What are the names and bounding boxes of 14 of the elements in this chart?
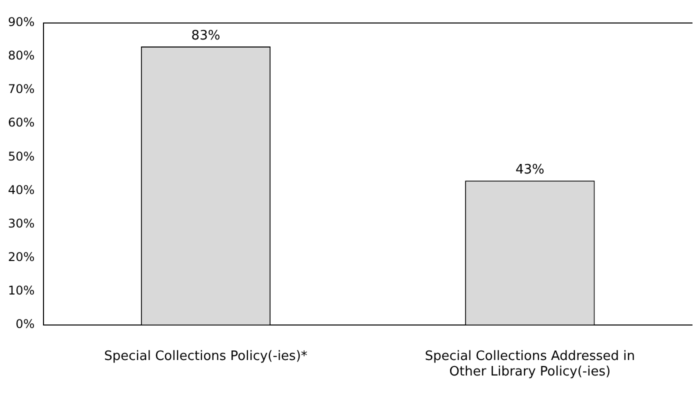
x-tick-label: Special Collections Addressed in Other Library Policy(-ies) bbox=[424, 348, 636, 380]
y-tick-label: 40% bbox=[8, 182, 35, 197]
y-tick-label: 20% bbox=[8, 250, 35, 264]
y-tick-label: 90% bbox=[8, 15, 35, 30]
x-tick-label: Special Collections Policy(-ies)* bbox=[104, 348, 308, 364]
data-label: 43% bbox=[515, 162, 544, 178]
y-tick-label: 0% bbox=[16, 316, 35, 331]
y-tick-label: 30% bbox=[8, 216, 35, 230]
y-tick-label: 80% bbox=[8, 48, 35, 63]
y-tick-label: 50% bbox=[8, 149, 35, 164]
data-label: 83% bbox=[191, 28, 220, 44]
y-tick-label: 60% bbox=[8, 116, 35, 130]
y-tick-label: 70% bbox=[8, 82, 35, 96]
y-tick-label: 10% bbox=[8, 283, 35, 298]
